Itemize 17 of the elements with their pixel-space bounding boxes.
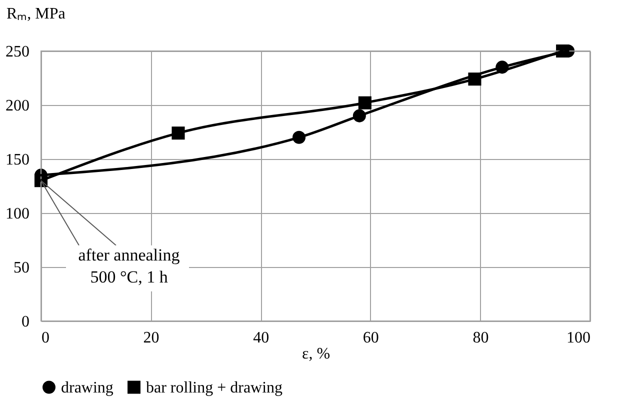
x-tick-label: 20 xyxy=(143,330,160,346)
x-tick-label: 60 xyxy=(362,330,379,346)
legend-label: bar rolling + drawing xyxy=(146,379,283,396)
x-tick-label: 80 xyxy=(472,330,489,346)
x-tick-label: 0 xyxy=(42,330,50,346)
y-axis-title: Rₘ, MPa xyxy=(6,6,66,22)
x-tick-label: 100 xyxy=(566,330,590,346)
annotation: after annealing 500 °C, 1 h xyxy=(78,245,180,286)
legend-label: drawing xyxy=(61,379,114,396)
y-tick-label: 0 xyxy=(22,314,30,330)
y-tick-label: 250 xyxy=(6,44,30,60)
y-tick-label: 50 xyxy=(14,260,30,276)
y-tick-label: 100 xyxy=(6,206,30,222)
x-axis-title: ε, % xyxy=(302,346,330,362)
y-tick-label: 150 xyxy=(6,152,30,168)
y-tick-label: 200 xyxy=(6,98,30,114)
x-tick-label: 40 xyxy=(253,330,270,346)
